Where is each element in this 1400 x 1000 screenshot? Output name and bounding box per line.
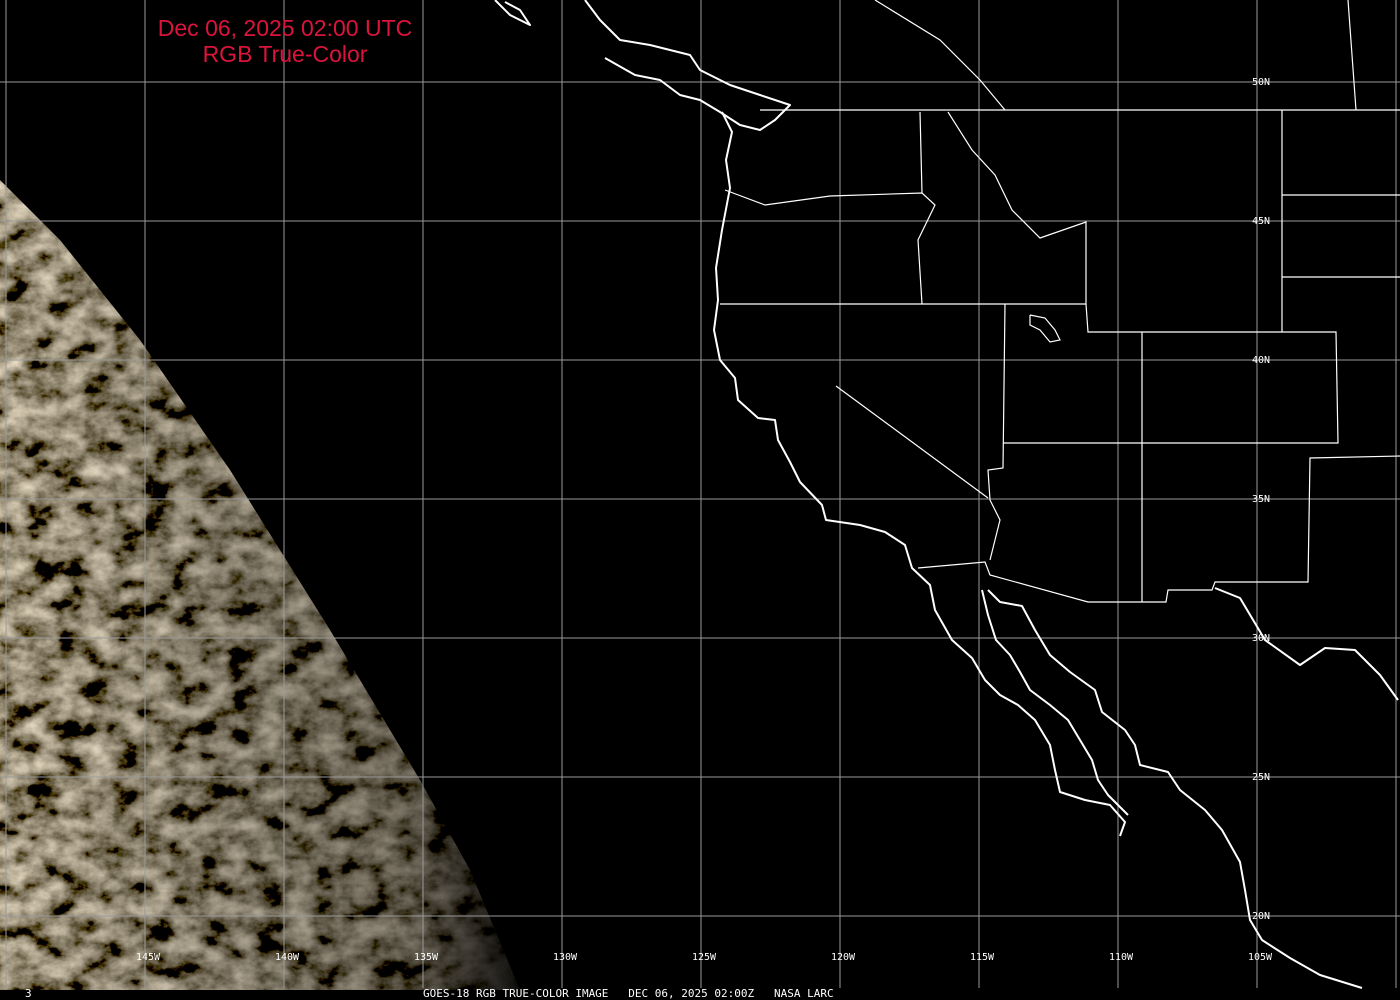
latitude-label: 50N: [1252, 77, 1270, 88]
frame-number: 3: [25, 987, 32, 1000]
great-salt-lake: [1029, 314, 1061, 343]
longitude-label: 105W: [1248, 952, 1273, 963]
mainland-mexico-coast: [987, 589, 1363, 989]
longitude-label: 120W: [831, 952, 856, 963]
latitude-label: 25N: [1252, 772, 1270, 783]
title-time: Dec 06, 2025 02:00 UTC: [158, 15, 412, 41]
us-mexico-border: [917, 455, 1400, 603]
political-borders: [720, 0, 1400, 603]
longitude-label: 135W: [414, 952, 439, 963]
latitude-label: 35N: [1252, 494, 1270, 505]
state-lines: [919, 111, 923, 194]
state-lines: [835, 385, 989, 499]
gulf-coast-baja: [981, 589, 1129, 816]
longitude-label: 115W: [970, 952, 995, 963]
longitude-label: 110W: [1109, 952, 1134, 963]
title-product: RGB True-Color: [203, 41, 368, 67]
longitude-label: 140W: [275, 952, 300, 963]
longitude-label: 125W: [692, 952, 717, 963]
longitude-label: 130W: [553, 952, 578, 963]
state-lines: [720, 189, 936, 305]
coastlines: [494, 0, 1399, 989]
state-lines: [874, 0, 1006, 111]
latitude-label: 30N: [1252, 633, 1270, 644]
state-lines: [1347, 0, 1357, 111]
bc-coast: [584, 0, 791, 131]
state-lines: [922, 111, 1087, 305]
pacific-coast: [713, 111, 1126, 837]
gulf-mexico-coast: [1214, 587, 1399, 701]
longitude-label: 145W: [136, 952, 161, 963]
state-lines: [1003, 303, 1339, 444]
image-caption: GOES-18 RGB TRUE-COLOR IMAGE DEC 06, 202…: [423, 987, 834, 1000]
latitude-label: 45N: [1252, 216, 1270, 227]
latitude-label: 40N: [1252, 355, 1270, 366]
state-lines: [987, 303, 1006, 561]
latitude-label: 20N: [1252, 911, 1270, 922]
vancouver-island: [494, 0, 531, 26]
